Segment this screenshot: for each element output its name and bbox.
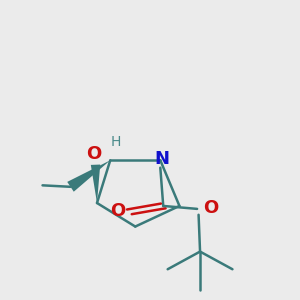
Text: H: H	[111, 134, 121, 148]
Polygon shape	[91, 164, 100, 203]
Text: O: O	[203, 199, 218, 217]
Text: N: N	[154, 150, 169, 168]
Text: O: O	[110, 202, 125, 220]
Text: O: O	[86, 145, 102, 163]
Polygon shape	[67, 160, 110, 192]
